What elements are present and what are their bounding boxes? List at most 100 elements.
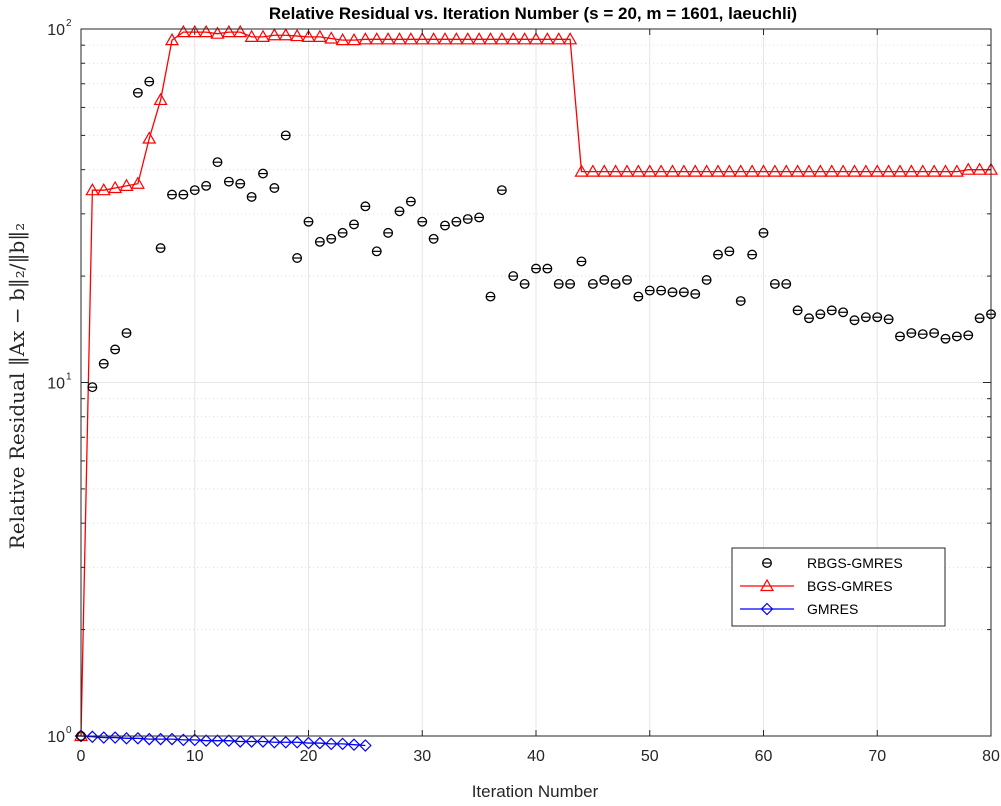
data-point (269, 183, 280, 193)
data-point (790, 164, 805, 177)
circle-marker (553, 279, 564, 289)
data-point (929, 328, 940, 339)
circle-marker (178, 189, 189, 200)
data-point (483, 32, 498, 45)
series-gmres (74, 729, 372, 752)
circle-marker (849, 315, 860, 326)
data-point (553, 279, 564, 289)
data-point (769, 279, 780, 289)
y-tick-base: 10 (47, 376, 65, 393)
data-point (335, 32, 350, 46)
data-point (883, 314, 894, 325)
data-point (781, 279, 792, 289)
data-point (255, 29, 271, 42)
circle-marker (326, 233, 337, 244)
circle-marker (405, 196, 416, 207)
circle-marker (633, 291, 644, 302)
data-point (256, 735, 270, 748)
data-point (610, 279, 621, 289)
data-point (426, 32, 441, 45)
data-point (132, 87, 143, 98)
data-point (290, 735, 304, 749)
data-point (654, 164, 669, 177)
data-point (302, 736, 315, 750)
circle-marker (690, 289, 701, 299)
data-point (121, 328, 132, 339)
data-point (585, 164, 600, 177)
data-point (665, 164, 680, 177)
data-point (733, 164, 748, 177)
data-point (676, 164, 691, 177)
data-point (951, 331, 962, 342)
data-point (972, 162, 987, 175)
data-point (199, 24, 214, 38)
data-point (462, 214, 473, 224)
data-point (349, 219, 359, 230)
data-point (278, 28, 293, 41)
data-point (747, 249, 758, 260)
legend-item: GMRES (740, 601, 858, 617)
circle-marker (132, 87, 143, 98)
data-point (836, 164, 851, 177)
circle-marker (121, 328, 132, 339)
data-point (678, 287, 689, 298)
data-point (233, 735, 247, 748)
circle-marker (531, 263, 541, 274)
x-tick-label: 20 (300, 748, 318, 765)
circle-marker (974, 313, 985, 324)
data-point (314, 236, 325, 247)
data-point (758, 227, 769, 238)
data-point (849, 315, 860, 326)
data-point (551, 32, 566, 45)
data-point (508, 271, 519, 282)
circle-marker (656, 285, 667, 296)
legend: RBGS-GMRES BGS-GMRES GMRES (731, 547, 946, 627)
legend-box (731, 547, 946, 627)
data-point (792, 305, 803, 316)
data-point (633, 291, 644, 302)
data-point (313, 736, 327, 750)
data-point (360, 201, 371, 212)
circle-marker (349, 219, 359, 230)
data-point (622, 275, 632, 285)
data-point (381, 32, 396, 45)
y-tick-label: 10 1 (47, 372, 72, 393)
data-point (826, 305, 837, 316)
data-point (906, 328, 917, 339)
data-point (189, 185, 200, 196)
circle-marker (762, 558, 772, 568)
circle-marker (735, 296, 746, 306)
y-tick-exponent: 2 (66, 18, 72, 29)
series-bgs-gmres (73, 24, 999, 742)
circle-marker (235, 178, 246, 189)
x-tick-label: 10 (186, 748, 204, 765)
data-point (881, 164, 896, 177)
x-tick-label: 60 (755, 748, 773, 765)
y-tick-label: 10 0 (47, 725, 72, 746)
data-point (496, 185, 507, 196)
circle-marker (314, 236, 325, 247)
data-point (358, 32, 373, 45)
data-point (451, 216, 462, 227)
circle-marker (576, 256, 587, 267)
data-point (892, 164, 908, 177)
data-point (86, 730, 99, 744)
circle-marker (337, 227, 348, 238)
data-point (312, 29, 327, 42)
circle-marker (485, 291, 496, 302)
circle-marker (474, 212, 485, 223)
y-tick-base: 10 (47, 729, 65, 746)
data-point (337, 227, 348, 238)
circle-marker (440, 220, 450, 231)
data-point (290, 28, 305, 42)
circle-marker (804, 313, 814, 324)
data-point (528, 32, 544, 45)
data-point (405, 196, 416, 207)
data-point (938, 164, 953, 177)
data-point (87, 382, 98, 393)
data-point (519, 279, 530, 289)
circle-marker (667, 287, 678, 298)
data-point (745, 164, 760, 177)
data-point (940, 333, 951, 344)
circle-marker (701, 275, 712, 285)
